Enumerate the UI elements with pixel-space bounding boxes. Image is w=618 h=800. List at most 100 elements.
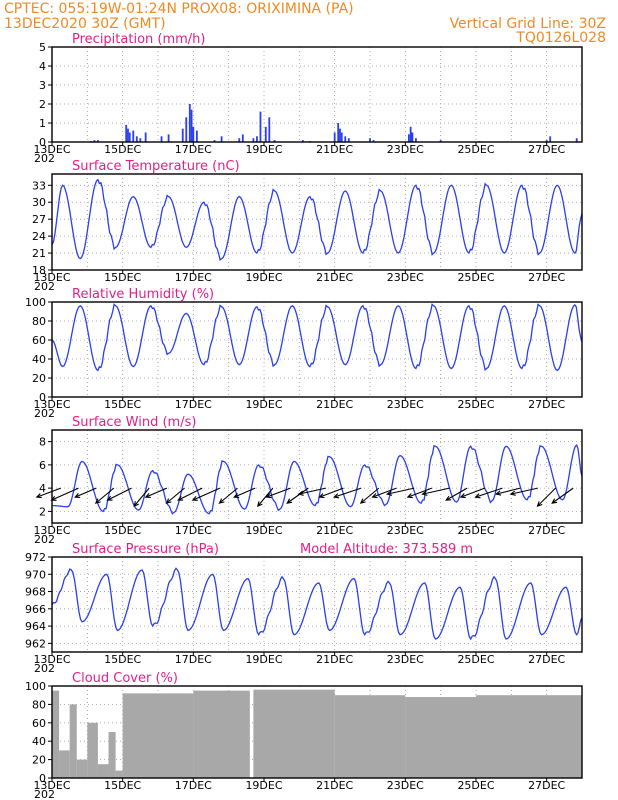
cloud-cover-bar xyxy=(193,690,250,778)
header-station: CPTEC: 055:19W-01:24N PROX08: ORIXIMINA … xyxy=(4,1,354,17)
y-tick-label: 18 xyxy=(32,264,46,277)
x-year-fragment: 202 xyxy=(34,152,55,165)
y-tick-label: 3 xyxy=(39,79,46,92)
cloud-cover-bar xyxy=(97,764,109,778)
wind-vector xyxy=(192,487,221,501)
cloud-cover-bar xyxy=(87,722,98,778)
precip-bar xyxy=(97,140,99,142)
wind-vector xyxy=(145,487,168,498)
panel-cloud: 0 20 40 60 80 100 13DEC 15DEC 17DEC 19DEC 21DEC 23D… xyxy=(25,671,583,800)
panel-press: 962 964 966 968 970 972 13DEC 15DEC 17DEC 19DEC 21… xyxy=(25,542,583,675)
x-tick-label: 21DEC xyxy=(316,143,353,156)
wind-vector xyxy=(133,487,150,507)
y-tick-label: 21 xyxy=(32,247,46,260)
wind-vector xyxy=(387,487,415,495)
wind-vector xyxy=(219,487,238,504)
y-tick-label: 80 xyxy=(32,315,46,328)
wind-vector-head xyxy=(233,493,240,498)
x-tick-label: 19DEC xyxy=(245,524,282,537)
precip-bar xyxy=(411,132,414,142)
x-tick-label: 25DEC xyxy=(457,398,494,411)
panel-title: Cloud Cover (%) xyxy=(72,671,178,686)
x-tick-label: 25DEC xyxy=(457,271,494,284)
wind-vector xyxy=(286,487,309,504)
precip-bar xyxy=(188,104,191,142)
precip-bar xyxy=(347,138,350,142)
header-date: 13DEC2020 30Z (GMT) xyxy=(4,16,166,32)
x-year-fragment: 202 xyxy=(34,533,55,546)
precip-bar xyxy=(369,138,371,142)
x-year-fragment: 202 xyxy=(34,788,55,800)
wind-vector xyxy=(166,487,185,504)
y-tick-label: 0 xyxy=(39,136,46,149)
x-tick-label: 19DEC xyxy=(245,143,282,156)
x-tick-label: 21DEC xyxy=(316,398,353,411)
precip-bar xyxy=(181,128,184,142)
precip-bar xyxy=(273,140,276,142)
wind-vector-head xyxy=(191,495,198,501)
y-tick-label: 100 xyxy=(25,296,46,309)
cloud-cover-bar xyxy=(476,695,582,778)
x-tick-label: 17DEC xyxy=(175,779,212,792)
cloud-cover-bar xyxy=(405,697,476,778)
precip-bar xyxy=(372,140,375,142)
x-tick-label: 27DEC xyxy=(528,779,565,792)
precip-bar xyxy=(192,126,195,142)
x-year-fragment: 202 xyxy=(34,407,55,420)
wind-vector xyxy=(177,487,203,501)
cloud-cover-bar xyxy=(253,689,335,778)
x-tick-label: 17DEC xyxy=(175,143,212,156)
y-tick-label: 964 xyxy=(25,620,46,633)
wind-vector xyxy=(372,487,397,498)
wind-vector xyxy=(266,487,291,498)
y-tick-label: 970 xyxy=(25,568,46,581)
precip-bar xyxy=(409,126,412,142)
x-tick-label: 13DEC xyxy=(33,143,70,156)
precip-bar xyxy=(264,126,267,142)
x-tick-label: 15DEC xyxy=(104,653,141,666)
precip-bar xyxy=(333,132,336,142)
precip-bar xyxy=(256,136,258,142)
x-tick-label: 25DEC xyxy=(457,524,494,537)
panel-note: Model Altitude: 373.589 m xyxy=(300,542,473,557)
x-tick-label: 13DEC xyxy=(33,271,70,284)
y-tick-label: 968 xyxy=(25,586,46,599)
panel-frame xyxy=(51,556,583,653)
rh-series-line xyxy=(51,303,583,372)
x-tick-label: 25DEC xyxy=(457,779,494,792)
panel-wind: 2 4 6 8 13DEC 15DEC 17DEC 19DEC 21DEC 23DEC 25DEC 2… xyxy=(33,415,583,546)
wind-vector-head xyxy=(144,493,151,498)
y-tick-label: 40 xyxy=(32,735,46,748)
precip-bar xyxy=(340,132,343,142)
x-tick-label: 15DEC xyxy=(104,143,141,156)
wind-vector-head xyxy=(509,490,516,496)
x-tick-label: 23DEC xyxy=(387,653,424,666)
wind-vector xyxy=(95,487,115,504)
y-tick-label: 972 xyxy=(25,551,46,564)
wind-series-line xyxy=(52,443,583,515)
y-tick-label: 5 xyxy=(39,41,46,54)
wind-vector-head xyxy=(94,498,101,504)
precip-bar xyxy=(268,117,271,142)
wind-vector-head xyxy=(445,495,452,501)
precip-bar xyxy=(545,140,548,142)
wind-vector-head xyxy=(35,493,42,499)
wind-vector xyxy=(51,487,79,501)
wind-vector-head xyxy=(297,490,304,496)
precip-bar xyxy=(575,138,578,142)
y-tick-label: 1 xyxy=(39,117,46,130)
precip-bar xyxy=(190,109,193,142)
cloud-cover-bar xyxy=(122,693,194,778)
x-tick-label: 19DEC xyxy=(245,653,282,666)
cloud-cover-bar xyxy=(69,704,77,778)
x-year-fragment: 202 xyxy=(34,280,55,293)
precip-bar xyxy=(185,117,188,142)
precip-bar xyxy=(407,134,410,142)
cloud-cover-bar xyxy=(334,695,406,778)
precip-bar xyxy=(195,130,198,142)
y-tick-label: 0 xyxy=(39,391,46,404)
x-tick-label: 19DEC xyxy=(245,271,282,284)
precip-bar xyxy=(238,138,241,142)
x-tick-label: 21DEC xyxy=(316,779,353,792)
y-tick-label: 33 xyxy=(32,179,46,192)
